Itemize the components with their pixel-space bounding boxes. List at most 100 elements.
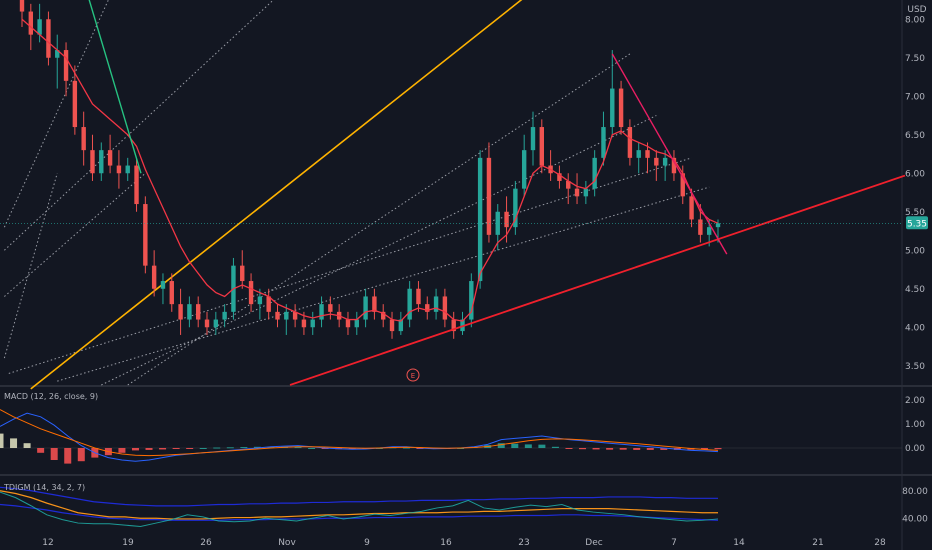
candle-body bbox=[477, 157, 483, 282]
date-tick-label: Dec bbox=[585, 538, 602, 548]
macd-histogram-bar bbox=[402, 447, 410, 449]
candle-body bbox=[398, 319, 404, 332]
macd-histogram-bar bbox=[172, 448, 180, 449]
tdigm-tick-label: 80.00 bbox=[902, 487, 928, 497]
candle-body bbox=[706, 227, 712, 235]
macd-tick-label: 1.00 bbox=[905, 420, 925, 430]
date-tick-label: 23 bbox=[518, 538, 529, 548]
macd-histogram-bar bbox=[77, 448, 85, 462]
candle-body bbox=[213, 319, 219, 328]
candle-body bbox=[636, 150, 641, 158]
candle-body bbox=[627, 127, 633, 158]
macd-histogram-bar bbox=[213, 447, 221, 449]
price-tick-label: 5.50 bbox=[905, 208, 925, 218]
candle-body bbox=[240, 265, 245, 282]
macd-tick-label: 2.00 bbox=[905, 396, 925, 406]
macd-histogram-bar bbox=[308, 448, 316, 449]
candle-body bbox=[601, 127, 606, 158]
macd-histogram-bar bbox=[592, 448, 600, 450]
candle-body bbox=[160, 281, 166, 289]
resistance-trendline[interactable] bbox=[611, 53, 728, 255]
candle-body bbox=[99, 150, 104, 174]
candle-body bbox=[425, 304, 430, 312]
candle-body bbox=[698, 219, 703, 235]
earnings-icon[interactable] bbox=[406, 368, 420, 382]
candle-body bbox=[521, 150, 527, 189]
candle-body bbox=[301, 319, 307, 328]
fan-line bbox=[127, 53, 631, 386]
macd-histogram-bar bbox=[37, 448, 45, 453]
macd-histogram-bar bbox=[10, 438, 18, 448]
candle-body bbox=[618, 88, 624, 128]
fan-line bbox=[3, 173, 58, 359]
macd-histogram-bar bbox=[551, 446, 559, 448]
fan-line bbox=[57, 186, 710, 382]
candle-body bbox=[504, 211, 509, 228]
candle-body bbox=[381, 311, 386, 320]
candle-body bbox=[416, 288, 421, 305]
candle-body bbox=[37, 19, 42, 35]
candle-body bbox=[689, 196, 694, 220]
candle-body bbox=[354, 319, 359, 328]
candle-body bbox=[116, 165, 122, 174]
candle-body bbox=[222, 311, 227, 320]
price-tick-label: 7.00 bbox=[905, 92, 925, 102]
candle-body bbox=[363, 296, 368, 320]
candle-body bbox=[592, 157, 597, 189]
candle-body bbox=[63, 50, 69, 81]
candle-body bbox=[345, 319, 351, 328]
date-tick-label: 28 bbox=[874, 538, 886, 548]
candle-body bbox=[407, 288, 412, 320]
macd-histogram-bar bbox=[23, 443, 31, 448]
tdigm-line bbox=[0, 491, 719, 528]
support-trendline[interactable] bbox=[289, 174, 906, 386]
macd-histogram-bar bbox=[579, 448, 587, 450]
date-tick-label: 19 bbox=[122, 538, 134, 548]
macd-histogram-bar bbox=[118, 448, 126, 453]
candle-body bbox=[513, 188, 518, 228]
candle-body bbox=[292, 311, 298, 320]
macd-histogram-bar bbox=[606, 448, 614, 450]
candle-body bbox=[151, 265, 157, 289]
candle-body bbox=[319, 304, 324, 320]
candle-body bbox=[469, 281, 474, 320]
candle-body bbox=[178, 304, 183, 320]
macd-histogram-bar bbox=[226, 447, 234, 449]
candle-body bbox=[55, 50, 60, 58]
macd-histogram-bar bbox=[240, 447, 248, 449]
candle-body bbox=[46, 19, 51, 58]
candle-body bbox=[583, 188, 589, 197]
price-tick-label: 6.00 bbox=[905, 169, 925, 179]
macd-histogram-bar bbox=[714, 448, 722, 450]
macd-histogram-bar bbox=[267, 446, 275, 448]
price-tick-label: 5.00 bbox=[905, 246, 925, 256]
candle-body bbox=[539, 127, 544, 166]
macd-histogram-bar bbox=[646, 448, 654, 450]
candle-body bbox=[566, 180, 571, 189]
candle-body bbox=[451, 319, 456, 332]
candle-body bbox=[28, 11, 34, 35]
macd-histogram-bar bbox=[633, 448, 641, 450]
tdigm-tick-label: 40.00 bbox=[902, 514, 928, 524]
macd-histogram-bar bbox=[565, 448, 573, 449]
candle-body bbox=[143, 204, 148, 266]
candle-body bbox=[680, 173, 685, 197]
ema-line bbox=[21, 18, 719, 322]
candle-body bbox=[372, 296, 377, 312]
price-tick-label: 4.50 bbox=[905, 285, 925, 295]
macd-histogram-bar bbox=[660, 448, 668, 450]
macd-histogram-bar bbox=[253, 446, 261, 448]
tdigm-line bbox=[0, 490, 718, 520]
candle-body bbox=[662, 157, 668, 166]
macd-histogram-bar bbox=[159, 448, 167, 450]
candle-body bbox=[486, 157, 492, 235]
tdigm-line bbox=[0, 486, 718, 507]
macd-histogram-bar bbox=[524, 444, 532, 448]
yellow-trendline[interactable] bbox=[30, 0, 526, 390]
steep-down-trendline[interactable] bbox=[88, 0, 142, 174]
price-tick-label: 4.00 bbox=[905, 323, 925, 333]
date-tick-label: 12 bbox=[42, 538, 53, 548]
candle-body bbox=[19, 0, 25, 12]
